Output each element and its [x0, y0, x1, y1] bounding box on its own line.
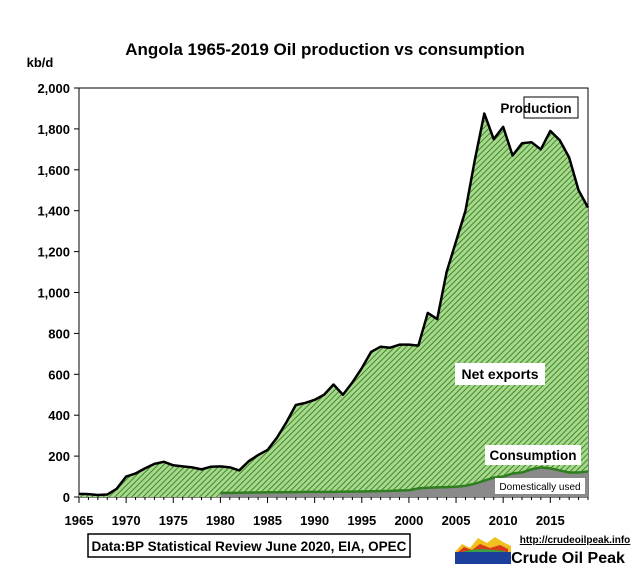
y-tick-label: 1,800	[37, 122, 70, 137]
x-tick-label: 2000	[394, 513, 423, 528]
y-tick-label: 1,600	[37, 163, 70, 178]
production-annotation: Production	[500, 96, 579, 119]
production-line	[78, 112, 590, 497]
source-box: Data:BP Statistical Review June 2020, EI…	[87, 533, 411, 558]
y-axis-label: kb/d	[27, 55, 54, 70]
y-tick-label: 600	[48, 367, 70, 382]
net-exports-annotation: Net exports	[455, 363, 545, 385]
plot-area: 0 200 400 600 800 1,000 1,200 1,400 1,600 1,800 2,…	[37, 81, 590, 528]
x-tick-label: 1965	[65, 513, 94, 528]
crude-oil-peak-logo: http://crudeoilpeak.info Crude Oil Peak	[455, 535, 630, 567]
consumption-annotation: Consumption	[485, 445, 581, 465]
x-tick-label: 2015	[536, 513, 565, 528]
logo-name: Crude Oil Peak	[511, 550, 625, 567]
x-tick-label: 1975	[159, 513, 188, 528]
production-label: Production	[500, 101, 571, 116]
domestic-annotation: Domestically used	[495, 478, 585, 494]
x-tick-label: 1970	[112, 513, 141, 528]
y-tick-label: 1,200	[37, 245, 70, 260]
net-exports-label: Net exports	[461, 366, 538, 382]
y-tick-label: 2,000	[37, 81, 70, 96]
y-tick-label: 200	[48, 449, 70, 464]
domestic-label: Domestically used	[499, 482, 580, 493]
logo-graphic-icon	[455, 537, 511, 564]
net-exports-area	[79, 113, 588, 497]
x-tick-label: 2005	[442, 513, 471, 528]
y-tick-label: 400	[48, 408, 70, 423]
y-tick-label: 800	[48, 326, 70, 341]
x-tick-label: 1980	[206, 513, 235, 528]
consumption-line	[220, 466, 589, 495]
x-tick-label: 1990	[300, 513, 329, 528]
source-text: Data:BP Statistical Review June 2020, EI…	[92, 539, 407, 554]
x-tick-label: 2010	[489, 513, 518, 528]
y-tick-label: 0	[63, 490, 70, 505]
consumption-label: Consumption	[490, 448, 577, 463]
y-tick-label: 1,400	[37, 204, 70, 219]
x-tick-label: 1995	[347, 513, 376, 528]
x-tick-label: 1985	[253, 513, 282, 528]
y-tick-label: 1,000	[37, 286, 70, 301]
logo-url: http://crudeoilpeak.info	[520, 535, 631, 546]
chart-title: Angola 1965-2019 Oil production vs consu…	[125, 40, 525, 59]
